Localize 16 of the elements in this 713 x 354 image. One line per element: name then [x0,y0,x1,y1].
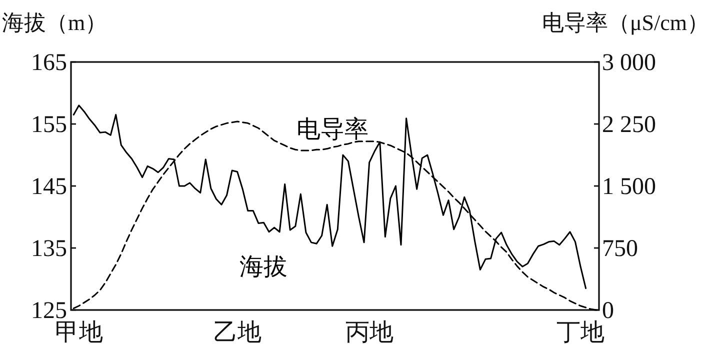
y2tick: 3 000 [602,50,656,76]
xtick: 丁地 [556,320,605,346]
ytick: 155 [31,112,67,138]
y2label: 电导率（μS/cm） [542,10,709,35]
ylabel: 海拔（m） [2,10,108,35]
y2tick: 1 500 [602,174,656,200]
ytick: 135 [31,236,67,262]
xtick: 乙地 [213,320,262,346]
y2tick: 0 [602,298,614,324]
xtick: 丙地 [345,320,394,346]
ytick: 145 [31,174,67,200]
y2tick: 2 250 [602,112,656,138]
y2tick: 750 [602,236,638,262]
series-name: 电导率 [296,117,368,144]
series-name: 海拔 [240,254,288,281]
ytick: 165 [31,50,67,76]
